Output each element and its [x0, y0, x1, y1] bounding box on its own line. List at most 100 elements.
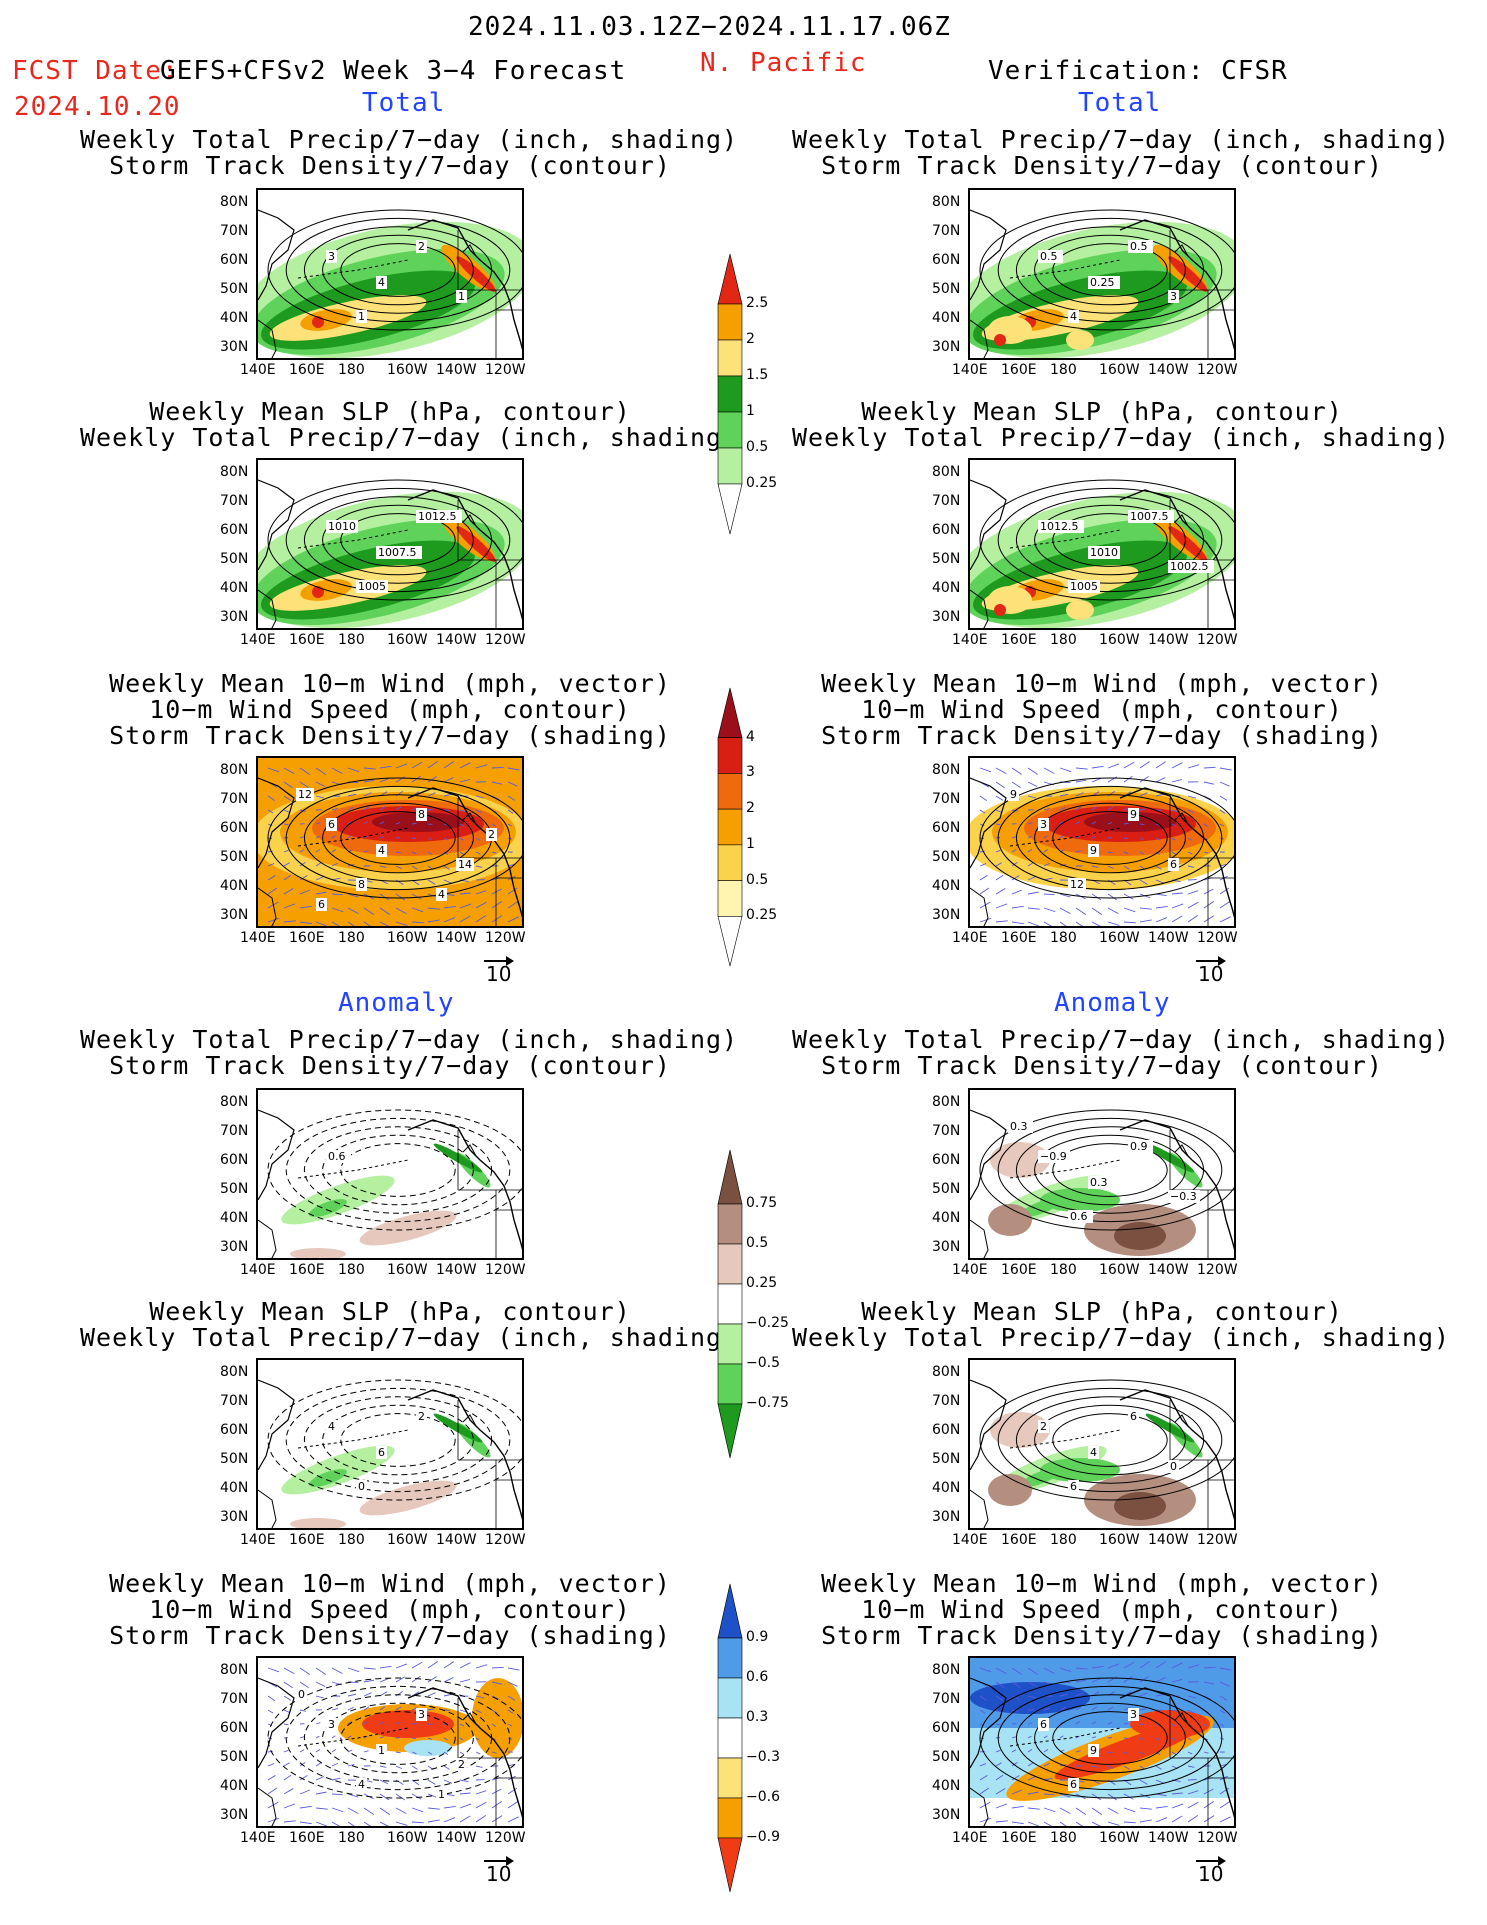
colorbar-label: −0.3 — [746, 1749, 780, 1765]
lon-tick-label: 140W — [1148, 1830, 1189, 1846]
colorbar-label: 0.5 — [746, 1235, 769, 1251]
contour-label: 0.6 — [328, 1150, 346, 1163]
lon-tick-label: 140E — [952, 1830, 988, 1846]
vector-reference-arrow — [484, 956, 514, 966]
lon-tick-label: 140E — [240, 362, 276, 378]
contour-label: 6 — [1040, 1718, 1047, 1731]
map-panel-r4-verification: −0.9 0.3 0.9 0.6 −0.3 0.3 — [968, 1088, 1236, 1260]
lon-tick-label: 120W — [1197, 1830, 1238, 1846]
colorbar-label: 4 — [746, 728, 755, 745]
colorbar-label: 0.9 — [746, 1629, 769, 1645]
contour-label: 6 — [378, 1446, 385, 1459]
panel-title-line: Weekly Mean SLP (hPa, contour) — [861, 397, 1343, 426]
lat-tick-label: 80N — [932, 1662, 961, 1678]
lat-tick-label: 40N — [932, 878, 961, 894]
lon-tick-label: 120W — [485, 1830, 526, 1846]
lon-tick-label: 140E — [952, 1262, 988, 1278]
lat-tick-label: 40N — [220, 580, 249, 596]
lon-tick-label: 160W — [1099, 632, 1140, 648]
lon-tick-label: 120W — [485, 930, 526, 946]
contour-label: 2 — [1040, 1420, 1047, 1433]
total-right-label: Total — [1078, 88, 1162, 118]
contour-label: 1005 — [1070, 580, 1098, 593]
lon-tick-label: 180 — [338, 1830, 365, 1846]
contour-label: 3 — [1040, 818, 1047, 831]
lon-tick-label: 140E — [952, 930, 988, 946]
colorbar-label: 0.6 — [746, 1669, 769, 1685]
lat-tick-label: 40N — [932, 1480, 961, 1496]
map-shading: 1010 1007.5 1012.5 1005 — [258, 479, 522, 628]
colorbar-label: −0.25 — [746, 1315, 789, 1331]
lon-tick-label: 180 — [1050, 1262, 1077, 1278]
panel-title-line: Weekly Mean SLP (hPa, contour) — [861, 1297, 1343, 1326]
panel-title-line: Weekly Total Precip/7−day (inch, shading… — [80, 125, 739, 154]
contour-label: 6 — [1170, 858, 1177, 871]
map-shading: 3 9 9 12 6 9 — [970, 758, 1234, 926]
contour-label: 0 — [1170, 1460, 1177, 1473]
panel-title-line: Weekly Total Precip/7−day (inch, shading… — [792, 1025, 1451, 1054]
lon-tick-label: 140E — [952, 632, 988, 648]
lat-tick-label: 60N — [932, 252, 961, 268]
panel-title-line: Weekly Total Precip/7−day (inch, shading… — [80, 423, 739, 452]
lat-tick-label: 80N — [932, 1094, 961, 1110]
contour-label: 4 — [358, 1778, 365, 1791]
contour-label: 2 — [418, 1410, 425, 1423]
contour-label: 9 — [1090, 844, 1097, 857]
colorbar-label: 0.25 — [746, 907, 778, 924]
lon-tick-label: 120W — [485, 1532, 526, 1548]
lon-tick-label: 160W — [387, 1532, 428, 1548]
map-panel-r4-forecast: 0.6 — [256, 1088, 524, 1260]
lon-tick-label: 160E — [289, 1262, 325, 1278]
map-panel-r5-forecast: 4 6 2 0 — [256, 1358, 524, 1530]
panel-title-line: 10−m Wind Speed (mph, contour) — [861, 695, 1343, 724]
lat-tick-label: 80N — [220, 762, 249, 778]
total-left-label: Total — [362, 88, 446, 118]
lat-tick-label: 40N — [220, 1480, 249, 1496]
contour-label: 6 — [1130, 1410, 1137, 1423]
lat-tick-label: 60N — [220, 820, 249, 836]
lat-tick-label: 60N — [220, 252, 249, 268]
lon-tick-label: 180 — [1050, 632, 1077, 648]
contour-label: 1 — [378, 1744, 385, 1757]
contour-label: 4 — [1070, 310, 1077, 323]
contour-label: 9 — [1010, 788, 1017, 801]
fcst-date: 2024.10.20 — [14, 92, 181, 122]
contour-label: 0.25 — [1090, 276, 1115, 289]
colorbar-label: −0.6 — [746, 1789, 780, 1805]
lon-tick-label: 120W — [1197, 1532, 1238, 1548]
contour-label: 9 — [1130, 808, 1137, 821]
contour-label: 0.9 — [1130, 1140, 1148, 1153]
contour-label: 4 — [378, 276, 385, 289]
fcst-date-label: FCST Date: — [12, 56, 179, 86]
lat-tick-label: 50N — [932, 1451, 961, 1467]
lon-tick-label: 160E — [1001, 1532, 1037, 1548]
lat-tick-label: 50N — [932, 1749, 961, 1765]
lon-tick-label: 140W — [1148, 362, 1189, 378]
lon-tick-label: 160W — [387, 1262, 428, 1278]
map-shading: 2 4 6 6 0 — [970, 1379, 1234, 1528]
contour-label: 6 — [1070, 1480, 1077, 1493]
lon-tick-label: 180 — [338, 1262, 365, 1278]
lon-tick-label: 160W — [1099, 1830, 1140, 1846]
contour-label: 0 — [358, 1480, 365, 1493]
contour-label: 0.5 — [1130, 240, 1148, 253]
panel-title-line: Weekly Total Precip/7−day (inch, shading… — [792, 125, 1451, 154]
lat-tick-label: 50N — [220, 1181, 249, 1197]
lat-tick-label: 30N — [220, 907, 249, 923]
lon-tick-label: 180 — [1050, 930, 1077, 946]
lon-tick-label: 120W — [485, 362, 526, 378]
lat-tick-label: 40N — [220, 878, 249, 894]
lat-tick-label: 80N — [932, 194, 961, 210]
contour-label: 6 — [318, 898, 325, 911]
contour-label: 2 — [458, 1758, 465, 1771]
lon-tick-label: 180 — [338, 362, 365, 378]
lon-tick-label: 160W — [387, 1830, 428, 1846]
map-panel-r1-forecast: 3 4 2 1 1 — [256, 188, 524, 360]
lat-tick-label: 80N — [220, 1662, 249, 1678]
map-panel-r6-verification: 6 9 3 6 — [968, 1656, 1236, 1828]
contour-label: 1012.5 — [1040, 520, 1079, 533]
lon-tick-label: 140E — [240, 1532, 276, 1548]
lon-tick-label: 140E — [240, 632, 276, 648]
lon-tick-label: 140W — [436, 362, 477, 378]
contour-label: 14 — [458, 858, 472, 871]
